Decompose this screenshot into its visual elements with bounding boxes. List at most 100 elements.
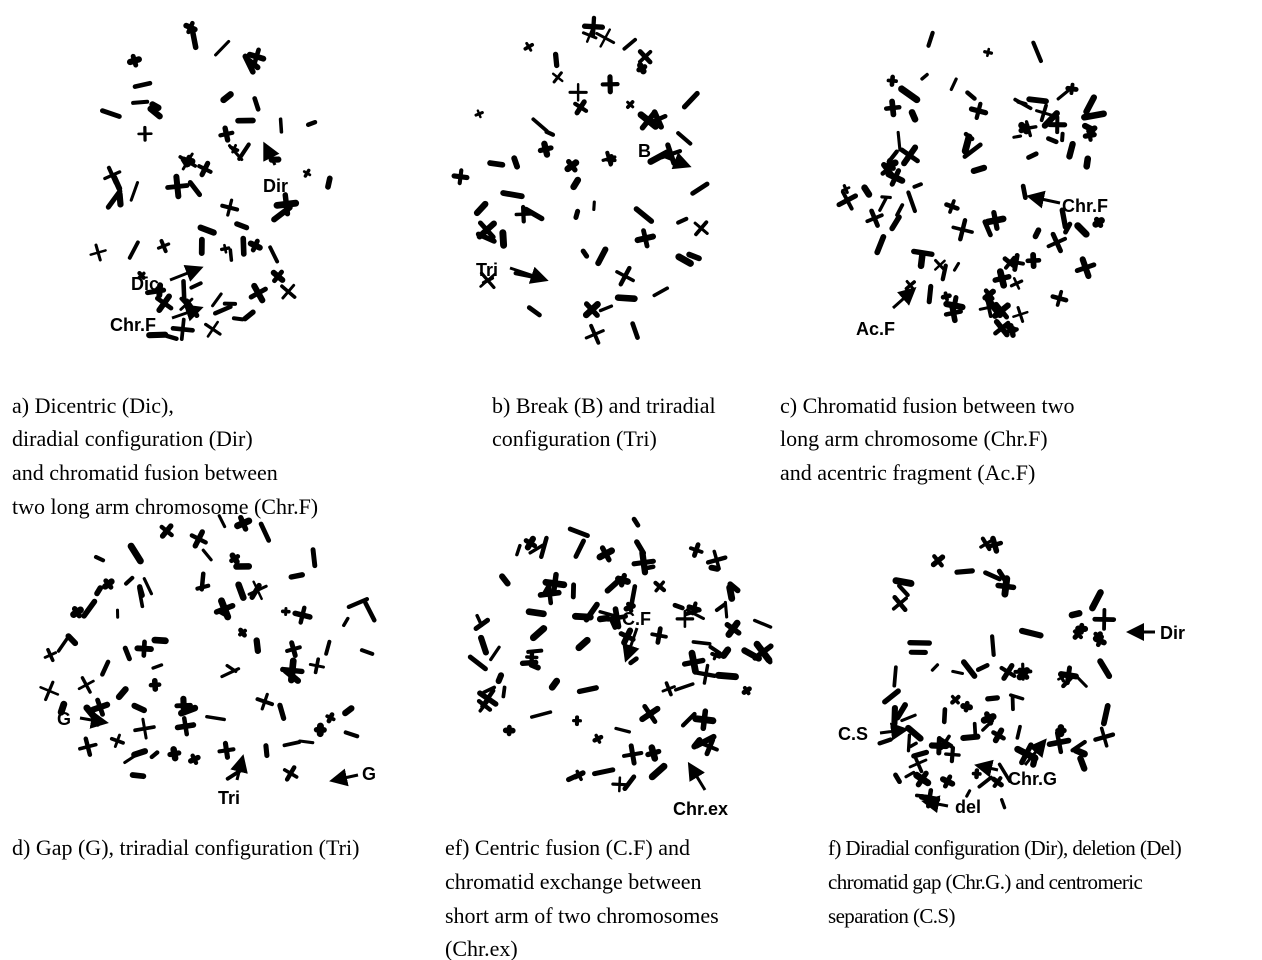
chromosome — [133, 102, 147, 103]
chromosome — [1023, 186, 1025, 198]
chromosome — [910, 743, 916, 746]
chromosome — [601, 30, 610, 47]
chromosome — [755, 620, 771, 627]
chromosome — [954, 263, 958, 270]
chromosome — [691, 548, 702, 552]
caption-line: b) Break (B) and triradial — [492, 393, 716, 418]
chromosome — [634, 561, 653, 564]
chromosome — [704, 666, 707, 684]
chromosome — [1086, 97, 1093, 111]
chromosome — [574, 180, 578, 187]
chromosome — [963, 737, 977, 738]
chromosome — [995, 277, 1009, 280]
chromosome — [477, 616, 481, 626]
chromosome — [549, 585, 551, 603]
chromosome — [541, 538, 546, 557]
caption-line: and acentric fragment (Ac.F) — [780, 460, 1035, 485]
chromosome — [619, 778, 620, 791]
chromosome — [120, 194, 121, 204]
chromosome — [570, 529, 587, 536]
chromosome — [693, 184, 707, 193]
chromosome — [914, 251, 932, 254]
chromosome — [902, 89, 917, 100]
annotation-label: B — [638, 141, 651, 161]
chromosome — [308, 122, 315, 125]
chromosome — [842, 188, 849, 191]
caption-line: chromatid gap (Chr.G.) and centromeric — [828, 870, 1143, 894]
chromosome — [552, 681, 556, 687]
chromosome — [301, 608, 305, 623]
chromosome — [1022, 631, 1040, 636]
chromosome — [528, 651, 541, 652]
chromosome — [102, 111, 119, 117]
chromosome — [865, 188, 869, 195]
chromosome — [199, 166, 210, 172]
annotation-label: G — [57, 709, 71, 729]
chromosome — [261, 524, 269, 540]
caption-line: c) Chromatid fusion between two — [780, 393, 1075, 418]
chromosome — [634, 519, 638, 525]
chromosome — [1092, 592, 1100, 608]
chromosome — [1100, 661, 1109, 676]
chromosome — [1017, 727, 1020, 738]
chromosome — [608, 579, 621, 591]
chromosome — [1080, 758, 1084, 768]
chromosome — [203, 550, 211, 559]
chromosome — [59, 636, 69, 651]
chromosome — [75, 609, 80, 616]
chromosome — [908, 735, 909, 751]
chromosome — [220, 133, 232, 136]
chromosome — [1033, 43, 1041, 61]
caption-line: short arm of two chromosomes — [445, 903, 719, 928]
chromosome — [133, 775, 144, 776]
chromosome — [894, 667, 896, 685]
chromosome — [678, 133, 690, 143]
chromosome — [532, 665, 538, 668]
chromosome — [882, 197, 890, 198]
chromosome — [202, 574, 203, 590]
chromosome — [228, 200, 232, 215]
caption-line: chromatid exchange between — [445, 869, 702, 894]
chromosome — [115, 735, 119, 746]
chromosome — [284, 742, 299, 745]
annotation-label: Tri — [476, 260, 498, 280]
chromosome — [886, 107, 899, 108]
chromosome — [234, 318, 243, 319]
chromosome — [946, 754, 959, 755]
chromosome — [1077, 265, 1094, 271]
chromosome — [96, 557, 103, 560]
chromosome — [998, 585, 1013, 587]
chromosome — [503, 233, 504, 246]
chromosome — [978, 665, 987, 669]
annotation-label: C.F — [622, 609, 651, 629]
chromosome — [678, 219, 686, 223]
annotation-label: C.S — [838, 724, 868, 744]
chromosome — [896, 775, 900, 782]
chromosome — [1072, 613, 1079, 615]
chromosome — [600, 306, 611, 310]
chromosome — [725, 602, 726, 616]
chromosome — [182, 320, 184, 340]
chromosome — [985, 573, 999, 579]
caption-line: and chromatid fusion between — [12, 460, 278, 485]
chromosome — [898, 705, 906, 718]
chromosome — [912, 112, 915, 119]
chromosome — [880, 198, 886, 210]
caption-line: long arm chromosome (Chr.F) — [780, 426, 1048, 451]
chromosome — [917, 795, 931, 796]
chromosome — [631, 659, 637, 663]
chromosome — [255, 50, 259, 64]
chromosome — [144, 579, 151, 594]
chromosome — [950, 201, 954, 212]
chromosome — [964, 662, 975, 676]
chromosome — [502, 576, 508, 583]
chromosome — [499, 675, 501, 681]
chromosome — [215, 307, 230, 314]
chromosome — [533, 629, 543, 638]
chromosome — [291, 575, 302, 577]
chromosome — [652, 634, 666, 636]
annotation-label: Ac.F — [856, 319, 895, 339]
chromosome — [1102, 728, 1107, 745]
chromosome — [1087, 159, 1088, 167]
caption-line: (Chr.ex) — [445, 936, 518, 960]
